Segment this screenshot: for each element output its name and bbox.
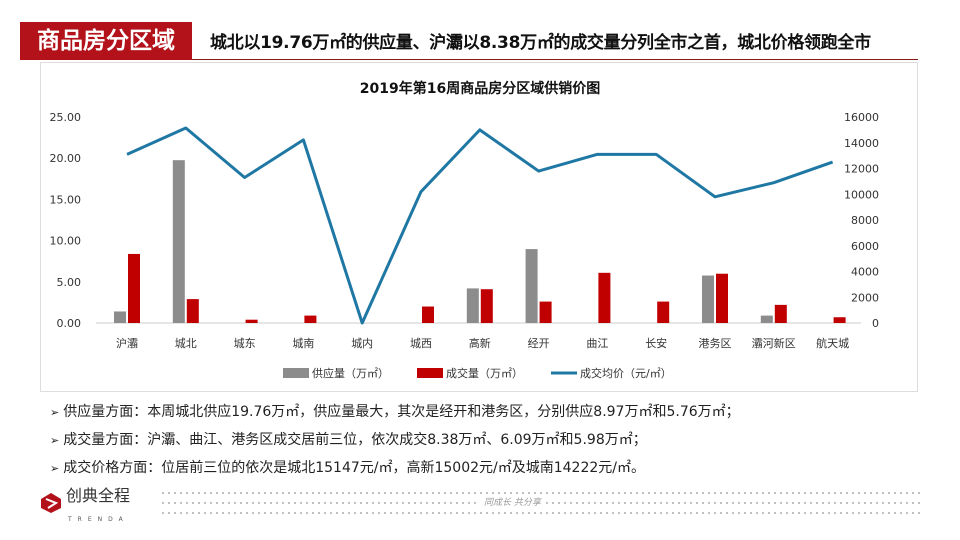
y-right-tick: 4000 — [851, 266, 879, 279]
chart-container: 2019年第16周商品房分区域供销价图 0.00 5.00 10.00 15.00 20.… — [40, 62, 918, 392]
headline: 城北以19.76万㎡的供应量、沪灞以8.38万㎡的成交量分列全市之首，城北价格领… — [210, 33, 871, 53]
bullet-list: ➢ 供应量方面：本周城北供应19.76万㎡，供应量最大，其次是经开和港务区，分别供… — [50, 402, 740, 486]
legend-swatch — [417, 368, 443, 378]
bar-deal — [304, 315, 317, 323]
bar-supply — [114, 311, 126, 323]
x-tick: 长安 — [645, 336, 667, 350]
bar-deal — [657, 301, 670, 323]
x-tick: 城西 — [410, 337, 432, 350]
x-tick: 高新 — [469, 336, 491, 350]
x-tick: 城北 — [175, 337, 197, 350]
line-price — [126, 126, 834, 325]
y-left-tick: 10.00 — [50, 235, 82, 248]
y-right-tick: 16000 — [844, 111, 879, 124]
chart-title: 2019年第16周商品房分区域供销价图 — [360, 80, 600, 97]
bar-supply — [525, 249, 538, 323]
logo-text: 创典全程 — [66, 486, 131, 505]
x-tick: 曲江 — [586, 337, 608, 350]
bar-deal — [422, 306, 434, 323]
legend-label: 供应量（万㎡） — [312, 366, 389, 380]
legend-label: 成交均价（元/㎡） — [580, 366, 672, 380]
arrow-icon: ➢ — [50, 406, 60, 419]
bar-deal — [186, 299, 199, 323]
divider — [192, 59, 918, 60]
arrow-icon: ➢ — [50, 434, 60, 447]
bar-deal — [480, 289, 493, 323]
x-tick: 沪灞 — [116, 336, 138, 350]
y-left-tick: 5.00 — [57, 276, 82, 289]
y-right-tick: 10000 — [844, 188, 879, 201]
footer: 创典全程 TRENDA 同成长 共分享 — [40, 486, 920, 530]
y-right-tick: 0 — [872, 317, 879, 330]
legend-swatch — [283, 368, 309, 378]
x-tick: 航天城 — [816, 336, 849, 350]
logo-icon — [41, 493, 61, 513]
bar-supply — [172, 160, 185, 323]
y-right-tick: 6000 — [851, 240, 879, 253]
slogan: 同成长 共分享 — [480, 497, 545, 509]
bar-supply — [760, 315, 773, 323]
dotted-line — [160, 492, 920, 494]
y-left-tick: 25.00 — [50, 111, 82, 124]
y-right-tick: 2000 — [851, 291, 879, 304]
bar-deal — [128, 253, 140, 323]
x-tick: 灞河新区 — [752, 336, 796, 350]
x-tick: 城内 — [351, 336, 373, 350]
y-left-tick: 15.00 — [50, 193, 82, 206]
x-tick: 城南 — [292, 337, 314, 350]
y-right-tick: 14000 — [844, 137, 879, 150]
bar-supply — [466, 288, 479, 323]
bullet-item: ➢ 成交量方面：沪灞、曲江、港务区成交居前三位，依次成交8.38万㎡、6.09万㎡… — [50, 432, 647, 448]
legend-label: 成交量（万㎡） — [446, 366, 523, 380]
y-left-tick: 20.00 — [50, 152, 82, 165]
dotted-line — [160, 512, 920, 514]
y-right-tick: 12000 — [844, 163, 879, 176]
bar-supply — [702, 275, 714, 323]
x-tick: 港务区 — [699, 337, 732, 350]
bar-deal — [774, 304, 787, 323]
bar-deal — [245, 319, 258, 323]
bar-deal — [833, 317, 846, 323]
y-left-tick: 0.00 — [57, 317, 82, 330]
bar-deal — [539, 301, 552, 323]
arrow-icon: ➢ — [50, 462, 60, 475]
x-tick: 城东 — [234, 337, 256, 350]
logo-subtext: TRENDA — [68, 516, 129, 524]
bar-deal — [716, 273, 728, 323]
section-tag: 商品房分区域 — [20, 22, 192, 60]
chart-svg: 2019年第16周商品房分区域供销价图 0.00 5.00 10.00 15.00 20.… — [50, 80, 880, 380]
y-right-tick: 8000 — [851, 214, 879, 227]
bullet-item: ➢ 成交价格方面：位居前三位的依次是城北15147元/㎡，高新15002元/㎡及城… — [50, 460, 645, 476]
bar-deal — [598, 272, 611, 323]
bullet-item: ➢ 供应量方面：本周城北供应19.76万㎡，供应量最大，其次是经开和港务区，分别供… — [50, 404, 740, 420]
x-tick: 经开 — [528, 337, 550, 350]
